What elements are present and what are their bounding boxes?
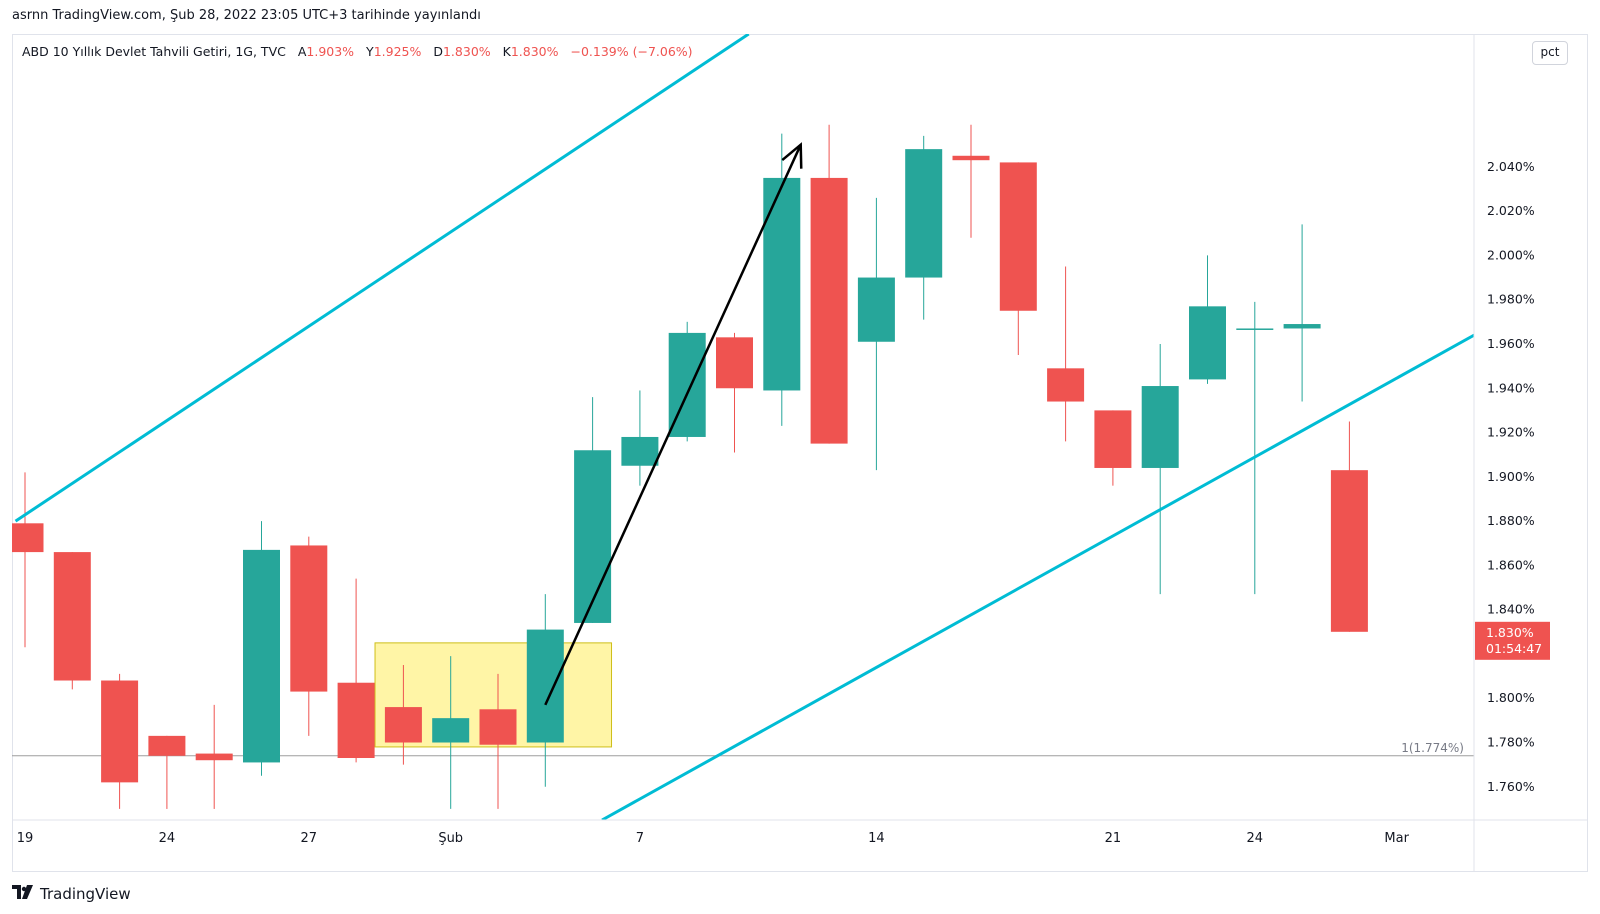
candle-body: [432, 718, 470, 743]
legend-open-value: 1.903%: [306, 44, 355, 59]
candle-body: [101, 680, 139, 783]
legend-high-value: 1.925%: [373, 44, 422, 59]
candle-body: [1141, 386, 1179, 468]
trend-arrow-head: [781, 142, 803, 169]
candle-body: [952, 155, 990, 161]
candle-body: [1330, 470, 1368, 632]
y-tick-label: 1.880%: [1487, 513, 1535, 528]
y-tick-label: 1.980%: [1487, 292, 1535, 307]
candle-body: [526, 629, 564, 743]
candle-body: [621, 436, 659, 466]
candle-body: [574, 450, 612, 623]
candle-body: [195, 753, 233, 761]
chart-legend: ABD 10 Yıllık Devlet Tahvili Getiri, 1G,…: [22, 44, 693, 59]
channel-line-2: [601, 333, 1474, 820]
candle-body: [905, 149, 943, 278]
tradingview-logo-icon: [12, 885, 34, 903]
candle-body: [12, 523, 44, 553]
x-tick-label: Mar: [1384, 831, 1409, 846]
chart-frame: [12, 34, 1588, 872]
legend-low-label: D: [433, 44, 443, 59]
y-tick-label: 1.780%: [1487, 735, 1535, 750]
y-tick-label: 2.020%: [1487, 203, 1535, 218]
y-tick-label: 1.940%: [1487, 380, 1535, 395]
y-tick-label: 1.920%: [1487, 425, 1535, 440]
y-tick-label: 1.800%: [1487, 690, 1535, 705]
y-tick-label: 1.860%: [1487, 557, 1535, 572]
candle-body: [1283, 324, 1321, 329]
candle-body: [810, 177, 848, 444]
candle-body: [857, 277, 895, 342]
candle-body: [53, 552, 91, 681]
x-tick-label: 24: [1247, 831, 1264, 846]
current-price-label: 1.830%: [1486, 625, 1534, 640]
plot-area: 1(1.774%): [12, 34, 1474, 820]
y-tick-label: 1.900%: [1487, 469, 1535, 484]
legend-symbol: ABD 10 Yıllık Devlet Tahvili Getiri, 1G,…: [22, 44, 286, 59]
channel-line-1: [14, 34, 750, 523]
x-tick-label: 27: [301, 831, 318, 846]
candle-body: [1189, 306, 1226, 380]
current-price-badge: [1475, 621, 1550, 660]
legend-high-label: Y: [366, 44, 374, 59]
candle-body: [763, 177, 801, 391]
footer-brand-label: TradingView: [40, 885, 131, 903]
x-tick-label: 21: [1105, 831, 1122, 846]
trend-arrow-line: [544, 144, 802, 706]
candle-body: [243, 549, 280, 763]
x-tick-label: 14: [868, 831, 885, 846]
footer-brand[interactable]: TradingView: [12, 885, 131, 903]
candle-body: [479, 709, 517, 745]
horizontal-level-label: 1(1.774%): [1401, 741, 1464, 755]
legend-low-value: 1.830%: [442, 44, 491, 59]
candle-body: [384, 707, 422, 743]
y-tick-label: 2.040%: [1487, 159, 1535, 174]
candle-body: [337, 682, 375, 759]
legend-close-value: 1.830%: [510, 44, 559, 59]
x-tick-label: 19: [17, 831, 34, 846]
unit-button[interactable]: pct: [1532, 41, 1568, 65]
countdown-label: 01:54:47: [1486, 641, 1542, 656]
candle-body: [1236, 328, 1274, 330]
candle-body: [290, 545, 328, 692]
y-tick-label: 2.000%: [1487, 247, 1535, 262]
y-tick-label: 1.840%: [1487, 602, 1535, 617]
candle-body: [1047, 368, 1085, 402]
y-tick-label: 1.960%: [1487, 336, 1535, 351]
legend-open-label: A: [297, 44, 307, 59]
y-tick-label: 1.760%: [1487, 779, 1535, 794]
legend-close-label: K: [502, 44, 511, 59]
publisher-line: asrnn TradingView.com, Şub 28, 2022 23:0…: [12, 8, 481, 23]
legend-change: −0.139% (−7.06%): [570, 44, 693, 59]
candle-body: [716, 337, 753, 389]
candle-body: [148, 735, 186, 756]
candle-body: [999, 162, 1037, 311]
x-tick-label: 24: [159, 831, 176, 846]
x-tick-label: Şub: [438, 831, 463, 846]
candle-body: [1094, 410, 1132, 468]
x-tick-label: 7: [636, 831, 644, 846]
